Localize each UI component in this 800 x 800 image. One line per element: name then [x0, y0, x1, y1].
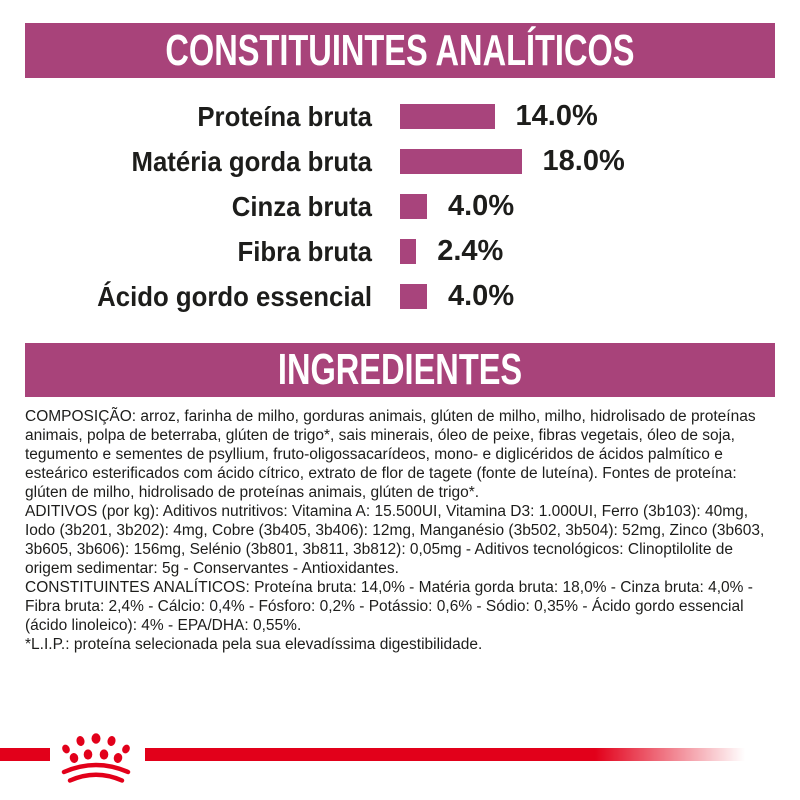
- chart-value-label: 4.0%: [448, 190, 515, 222]
- chart-category-label: Fibra bruta: [237, 235, 372, 267]
- chart-bar: [400, 149, 522, 174]
- footer-rule-right: [145, 748, 745, 761]
- ingredients-text: COMPOSIÇÃO: arroz, farinha de milho, gor…: [25, 407, 778, 654]
- additives-paragraph: ADITIVOS (por kg): Aditivos nutritivos: …: [25, 503, 765, 577]
- lip-footnote: *L.I.P.: proteína selecionada pela sua e…: [25, 636, 483, 653]
- chart-bar: [400, 239, 417, 264]
- ingredients-title: INGREDIENTES: [277, 345, 523, 394]
- chart-value-label: 18.0%: [542, 145, 625, 177]
- chart-category-label: Matéria gorda bruta: [131, 145, 372, 177]
- analytical-constituents-title: CONSTITUINTES ANALÍTICOS: [165, 25, 635, 75]
- composition-paragraph: COMPOSIÇÃO: arroz, farinha de milho, gor…: [25, 408, 756, 501]
- ingredients-banner: INGREDIENTES: [25, 343, 775, 397]
- chart-row: Fibra bruta 2.4%: [25, 229, 775, 274]
- chart-value-label: 2.4%: [437, 235, 504, 267]
- chart-category-label: Cinza bruta: [231, 190, 372, 222]
- chart-category-label: Ácido gordo essencial: [97, 280, 373, 312]
- chart-row: Ácido gordo essencial 4.0%: [25, 274, 775, 319]
- chart-bar: [400, 104, 495, 129]
- chart-value-label: 14.0%: [515, 100, 598, 132]
- chart-bar: [400, 194, 427, 219]
- chart-value-label: 4.0%: [448, 280, 515, 312]
- chart-row: Matéria gorda bruta 18.0%: [25, 139, 775, 184]
- chart-category-label: Proteína bruta: [197, 100, 372, 132]
- chart-row: Cinza bruta 4.0%: [25, 184, 775, 229]
- analytical-constituents-paragraph: CONSTITUINTES ANALÍTICOS: Proteína bruta…: [25, 579, 753, 634]
- analytical-constituents-banner: CONSTITUINTES ANALÍTICOS: [25, 23, 775, 78]
- chart-bar: [400, 284, 427, 309]
- analytical-constituents-chart: Proteína bruta 14.0% Matéria gorda bruta…: [25, 94, 775, 319]
- footer-rule-left: [0, 748, 50, 761]
- chart-row: Proteína bruta 14.0%: [25, 94, 775, 139]
- royal-canin-crown-icon: [61, 733, 131, 783]
